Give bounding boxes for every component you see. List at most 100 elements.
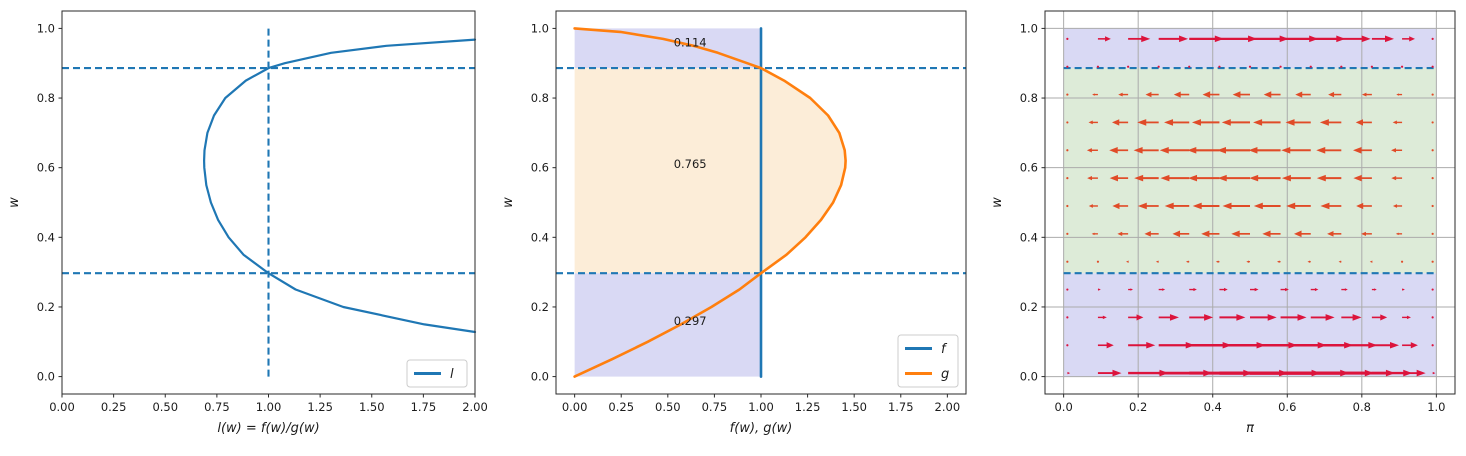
quiver-arrow-head [1385, 35, 1395, 43]
quiver-arrow-head [1088, 120, 1093, 125]
quiver-arrow-head [1361, 92, 1367, 97]
quiver-arrow-head [1126, 260, 1129, 263]
quiver-dot [1431, 204, 1434, 208]
x-axis-label: l(w) = f(w)/g(w) [217, 421, 319, 436]
quiver-arrow-head [1409, 36, 1415, 42]
quiver-arrow-head [1118, 92, 1123, 97]
quiver-arrow-head [1105, 36, 1111, 42]
quiver-arrow-head [1106, 342, 1114, 349]
quiver-dot [1431, 260, 1434, 263]
quiver-dot [1066, 121, 1069, 124]
quiver-dot [1431, 121, 1434, 124]
x-tick-label: 1.25 [795, 400, 821, 414]
quiver-arrow-head [1246, 260, 1249, 263]
quiver-dot [1066, 232, 1069, 235]
quiver-dot [1431, 37, 1434, 40]
quiver-arrow-head [1392, 204, 1398, 208]
quiver-arrow-head [1136, 314, 1144, 321]
quiver-arrow-head [1222, 202, 1232, 210]
y-tick-label: 1.0 [37, 21, 55, 35]
quiver-arrow-head [1319, 119, 1329, 126]
x-tick-label: 1.0 [1427, 400, 1445, 414]
subplot-quiver: 0.0 0.2 0.4 0.6 0.8 1.0 0.0 0.2 0.4 0.6 0.8 1.0 π w [990, 10, 1456, 436]
quiver-arrow-head [1380, 314, 1388, 321]
quiver-arrow-head [1215, 260, 1219, 263]
quiver-dot [1248, 65, 1252, 68]
band-low [1063, 273, 1437, 377]
quiver-dot [1066, 344, 1069, 347]
quiver-arrow-head [1295, 91, 1303, 98]
y-tick-label: 0.6 [531, 161, 549, 175]
quiver-dot [1218, 65, 1221, 68]
quiver-arrow-head [1159, 146, 1169, 154]
quiver-arrow-head [1281, 174, 1291, 182]
x-tick-label: 0.50 [152, 400, 178, 414]
y-tick-label: 0.6 [37, 161, 55, 175]
quiver-arrow-head [1410, 342, 1418, 349]
quiver-arrow-head [1109, 174, 1118, 182]
quiver-arrow-head [1253, 119, 1263, 126]
band-high [1063, 28, 1437, 69]
quiver-arrow-head [1253, 202, 1263, 210]
quiver-arrow-head [1336, 35, 1346, 43]
quiver-arrow-head [1144, 230, 1151, 237]
quiver-arrow-head [1355, 119, 1363, 126]
quiver-arrow-head [1391, 175, 1397, 181]
quiver-arrow-head [1286, 202, 1296, 210]
quiver-arrow-head [1117, 231, 1123, 236]
quiver-arrow-head [1276, 260, 1280, 263]
y-axis-label: w [7, 197, 22, 208]
quiver-dot [1400, 260, 1404, 263]
quiver-arrow-head [1192, 202, 1202, 210]
quiver-dot [1096, 260, 1100, 263]
quiver-arrow-head [1391, 148, 1397, 153]
legend-label: g [941, 367, 949, 382]
quiver-arrow-head [1188, 174, 1198, 182]
quiver-arrow-head [1112, 202, 1120, 210]
quiver-arrow-head [1248, 146, 1258, 154]
quiver-arrow-head [1185, 260, 1189, 263]
x-tick-label: 0.6 [1278, 400, 1296, 414]
y-tick-label: 0.8 [1020, 91, 1038, 105]
quiver-arrow-head [1285, 287, 1289, 292]
quiver-dot [1431, 65, 1434, 68]
x-tick-label: 0.2 [1129, 400, 1147, 414]
quiver-dot [1431, 177, 1434, 180]
quiver-arrow-head [1137, 202, 1147, 210]
quiver-arrow-head [1109, 146, 1118, 154]
x-tick-label: 0.75 [204, 400, 230, 414]
x-tick-label: 0.00 [562, 400, 588, 414]
quiver-arrow-head [1328, 91, 1335, 98]
quiver-arrow-head [1353, 174, 1362, 182]
quiver-arrow-head [1179, 35, 1189, 43]
quiver-arrow-head [1406, 315, 1411, 320]
quiver-arrow-head [1432, 371, 1436, 375]
subplot-fg: 0.297 0.114 0.765 0.00 0.25 0.50 0.75 1.00 1.25 1… [501, 10, 967, 436]
quiver-arrow-head [1327, 230, 1334, 237]
x-tick-label: 0.0 [1054, 400, 1072, 414]
y-tick-label: 0.4 [37, 230, 55, 244]
x-tick-label: 1.50 [841, 400, 867, 414]
quiver-arrow-head [1390, 341, 1400, 349]
quiver-arrow-head [1369, 260, 1373, 263]
quiver-arrow-head [1320, 202, 1330, 210]
quiver-dot [1066, 93, 1069, 96]
quiver-dot [1096, 65, 1100, 68]
quiver-arrow-head [1374, 288, 1377, 291]
y-tick-label: 0.2 [531, 300, 549, 314]
quiver-arrow-head [1088, 204, 1093, 208]
quiver-arrow-head [1285, 119, 1295, 126]
quiver-arrow-head [1232, 91, 1241, 98]
x-tick-label: 0.4 [1204, 400, 1222, 414]
x-tick-label: 0.25 [608, 400, 634, 414]
quiver-dot [1066, 177, 1069, 180]
y-axis-label: w [501, 197, 516, 208]
quiver-dot [1127, 65, 1130, 68]
quiver-arrow-head [1191, 119, 1201, 126]
quiver-arrow-head [1221, 119, 1231, 126]
quiver-arrow-head [1231, 230, 1240, 238]
x-axis-label: f(w), g(w) [730, 421, 793, 436]
quiver-arrow-head [1202, 91, 1211, 98]
y-tick-label: 0.8 [37, 91, 55, 105]
